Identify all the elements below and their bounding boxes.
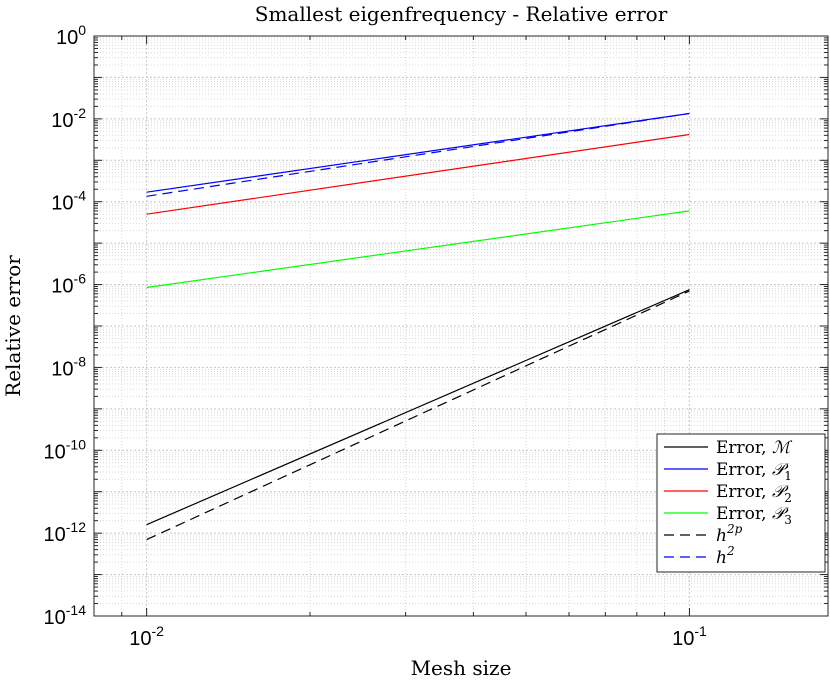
series-line-3 [146,133,690,215]
legend-label-subscript: 2 [784,491,792,505]
x-axis-label: Mesh size [411,656,512,680]
x-tick-labels: 10-2 10-1 [129,623,707,650]
tick-label-base: 10 [129,628,151,650]
legend-label-symbol: ℳ [772,438,793,458]
legend-label-symbol: h [716,548,727,568]
tick-label-exponent: -6 [74,271,87,287]
tick-label-exponent: -2 [74,105,87,121]
series-line-2 [146,112,690,193]
tick-label-base: 10 [51,193,73,215]
legend-label-5: h2p [716,522,743,546]
legend-label-1: Error, ℳ [716,438,793,458]
chart-title: Smallest eigenfrequency - Relative error [255,2,668,26]
tick-label-base: 10 [44,441,66,463]
legend-label-2: Error, 𝒫1 [716,460,792,483]
legend-box [656,433,826,573]
tick-label-base: 10 [56,27,78,49]
tick-label-exponent: 0 [78,22,86,38]
x-tick-label: 10-1 [672,623,707,650]
series-lines [146,112,690,541]
y-tick-label: 10-12 [44,519,87,546]
y-tick-label: 10-2 [51,105,86,132]
series-line-5 [146,290,690,541]
y-axis-label: Relative error [1,255,25,397]
tick-label-base: 10 [51,110,73,132]
tick-label-base: 10 [51,358,73,380]
y-tick-label: 10-8 [51,353,86,380]
tick-label-exponent: -4 [74,188,87,204]
tick-label-exponent: -8 [74,353,87,369]
x-tick-label: 10-2 [129,623,164,650]
tick-label-base: 10 [51,276,73,298]
y-tick-label: 10-14 [44,602,87,629]
series-line-4 [146,210,690,289]
series-line-6 [146,112,690,197]
y-tick-label: 10-10 [44,436,87,463]
legend-label-subscript: 1 [784,469,792,483]
y-tick-label: 100 [56,22,86,49]
tick-label-exponent: -12 [66,519,86,535]
tick-label-base: 10 [672,628,694,650]
tick-label-exponent: -10 [66,436,86,452]
legend-label-3: Error, 𝒫2 [716,482,792,505]
legend-label-subscript: 3 [784,513,792,527]
tick-label-exponent: -1 [694,623,707,639]
y-tick-label: 10-4 [51,188,86,215]
legend-label-text: Error, [716,460,772,480]
tick-label-exponent: -14 [66,602,86,618]
tick-label-base: 10 [44,524,66,546]
legend-label-superscript: 2p [726,522,743,536]
series-line-1 [146,289,690,526]
axis-ticks [93,35,828,617]
legend-label-superscript: 2 [726,544,735,558]
y-tick-label: 10-6 [51,271,86,298]
legend-label-6: h2 [716,544,735,568]
legend-label-text: Error, [716,482,772,502]
legend-label-text: Error, [716,504,772,524]
legend-label-text: Error, [716,438,772,458]
tick-label-base: 10 [44,607,66,629]
tick-label-exponent: -2 [152,623,165,639]
major-grid [94,35,828,617]
legend-label-symbol: h [716,526,727,546]
